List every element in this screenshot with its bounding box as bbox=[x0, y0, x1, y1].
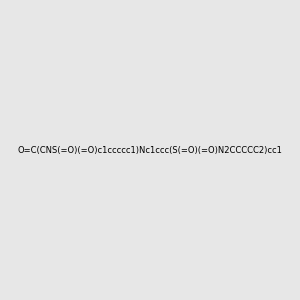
Text: O=C(CNS(=O)(=O)c1ccccc1)Nc1ccc(S(=O)(=O)N2CCCCC2)cc1: O=C(CNS(=O)(=O)c1ccccc1)Nc1ccc(S(=O)(=O)… bbox=[18, 146, 282, 154]
